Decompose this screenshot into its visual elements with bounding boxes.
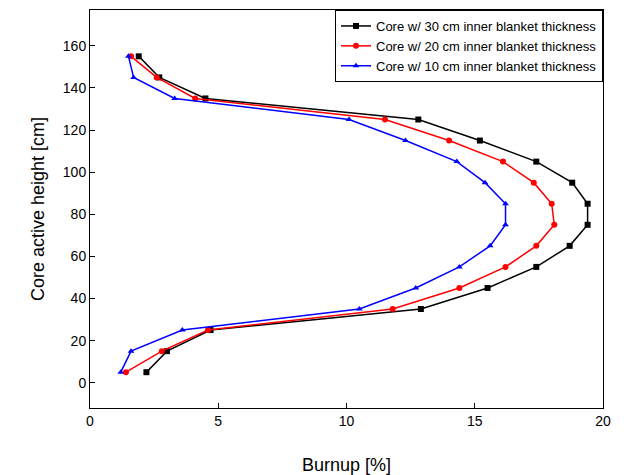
- svg-text:Core active height [cm]: Core active height [cm]: [28, 117, 48, 301]
- svg-text:20: 20: [71, 333, 87, 349]
- svg-text:5: 5: [214, 413, 222, 429]
- svg-text:20: 20: [595, 413, 611, 429]
- svg-text:100: 100: [63, 164, 87, 180]
- svg-text:140: 140: [63, 80, 87, 96]
- svg-text:0: 0: [78, 375, 86, 391]
- svg-text:15: 15: [467, 413, 483, 429]
- svg-text:0: 0: [86, 413, 94, 429]
- svg-text:120: 120: [63, 122, 87, 138]
- svg-text:80: 80: [71, 206, 87, 222]
- svg-text:Core w/ 30 cm inner blanket th: Core w/ 30 cm inner blanket thickness: [376, 19, 596, 34]
- svg-text:10: 10: [339, 413, 355, 429]
- svg-text:Burnup [%]: Burnup [%]: [302, 455, 391, 475]
- svg-text:Core w/ 20 cm inner blanket th: Core w/ 20 cm inner blanket thickness: [376, 39, 596, 54]
- svg-text:160: 160: [63, 38, 87, 54]
- svg-text:40: 40: [71, 290, 87, 306]
- svg-text:Core w/ 10 cm inner blanket th: Core w/ 10 cm inner blanket thickness: [376, 59, 596, 74]
- svg-text:60: 60: [71, 248, 87, 264]
